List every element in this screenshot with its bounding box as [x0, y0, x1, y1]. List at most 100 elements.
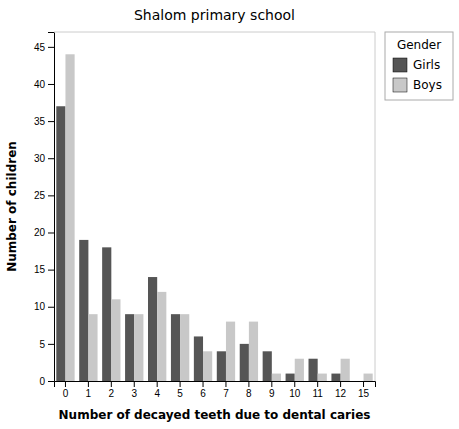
bar	[341, 359, 350, 381]
tick: 5	[39, 339, 54, 350]
tick-label: 30	[34, 153, 46, 164]
bars	[56, 54, 372, 381]
tick-mark	[48, 344, 54, 345]
bar	[226, 322, 235, 381]
tick-mark	[48, 270, 54, 271]
legend-swatch	[393, 58, 407, 72]
tick-label: 15	[34, 264, 46, 275]
tick-mark	[363, 381, 364, 387]
bar	[240, 344, 249, 381]
tick-label: 2	[109, 388, 115, 399]
tick-label: 7	[223, 388, 229, 399]
tick-label: 20	[34, 227, 46, 238]
tick-label: 11	[312, 388, 323, 399]
legend-label: Girls	[413, 58, 440, 72]
title: Shalom primary school	[134, 7, 295, 23]
tick-label: 5	[177, 388, 183, 399]
bar	[272, 374, 281, 381]
bar	[125, 314, 134, 381]
bar	[79, 240, 88, 381]
tick: 12	[335, 381, 347, 399]
tick-label: 12	[335, 388, 347, 399]
bar	[157, 292, 166, 381]
tick: 0	[39, 376, 54, 387]
bar	[56, 106, 65, 381]
tick-label: 1	[86, 388, 92, 399]
tick: 30	[34, 153, 54, 164]
tick-mark	[88, 381, 89, 387]
bar	[295, 359, 304, 381]
tick: 40	[34, 79, 54, 90]
tick-mark	[317, 381, 318, 387]
tick-label: 35	[34, 116, 46, 127]
tick-mark	[271, 381, 272, 387]
tick-mark	[48, 158, 54, 159]
series	[56, 106, 340, 381]
tick-mark	[48, 121, 54, 122]
bar	[180, 314, 189, 381]
tick: 35	[34, 116, 54, 127]
tick: 10	[289, 381, 301, 399]
bar	[148, 277, 157, 381]
tick-mark	[134, 381, 135, 387]
tick-mark	[48, 307, 54, 308]
tick-mark	[48, 195, 54, 196]
bar	[203, 351, 212, 381]
tick-mark	[294, 381, 295, 387]
y-axis: 0 5 10 15 20 25 30 35 40 45	[34, 33, 55, 387]
frame-line	[54, 32, 375, 33]
bar	[249, 322, 258, 381]
bar	[134, 314, 143, 381]
tick-label: 9	[269, 388, 275, 399]
x-axis-title: Number of decayed teeth due to dental ca…	[59, 408, 371, 422]
tick-mark	[48, 381, 54, 382]
tick: 7	[223, 381, 229, 399]
bar	[217, 351, 226, 381]
tick: 25	[34, 190, 54, 201]
tick-label: 0	[63, 388, 69, 399]
x-axis: 012345678910111215	[55, 381, 376, 399]
axis-line	[55, 382, 376, 388]
tick-label: 3	[131, 388, 137, 399]
tick-label: 15	[358, 388, 370, 399]
tick: 2	[109, 381, 115, 399]
tick-label: 10	[34, 301, 46, 312]
bar	[263, 351, 272, 381]
tick-label: 45	[34, 42, 46, 53]
tick: 20	[34, 227, 54, 238]
tick-mark	[48, 84, 54, 85]
tick: 45	[34, 42, 54, 53]
tick-label: 25	[34, 190, 46, 201]
tick-label: 0	[39, 376, 45, 387]
tick-label: 4	[154, 388, 160, 399]
bar	[309, 359, 318, 381]
legend-title: Gender	[397, 38, 441, 52]
bar	[194, 336, 203, 381]
tick: 9	[269, 381, 275, 399]
tick-label: 40	[34, 79, 46, 90]
tick: 1	[86, 381, 92, 399]
bar	[364, 374, 373, 381]
tick-mark	[340, 381, 341, 387]
legend-swatch	[393, 78, 407, 92]
tick-mark	[157, 381, 158, 387]
bar	[171, 314, 180, 381]
tick-mark	[111, 381, 112, 387]
tick-mark	[48, 47, 54, 48]
tick-mark	[203, 381, 204, 387]
bar	[354, 381, 363, 382]
tick: 0	[63, 381, 69, 399]
tick-mark	[225, 381, 226, 387]
plot: 012345678910111215051015202530354045	[34, 32, 376, 399]
tick: 15	[358, 381, 370, 399]
bar	[88, 314, 97, 381]
bar	[331, 374, 340, 381]
series	[65, 54, 372, 381]
tick-mark	[65, 381, 66, 387]
tick-label: 10	[289, 388, 301, 399]
tick-label: 5	[39, 339, 45, 350]
tick: 4	[154, 381, 160, 399]
bar	[102, 247, 111, 381]
tick: 15	[34, 264, 54, 275]
tick: 5	[177, 381, 183, 399]
